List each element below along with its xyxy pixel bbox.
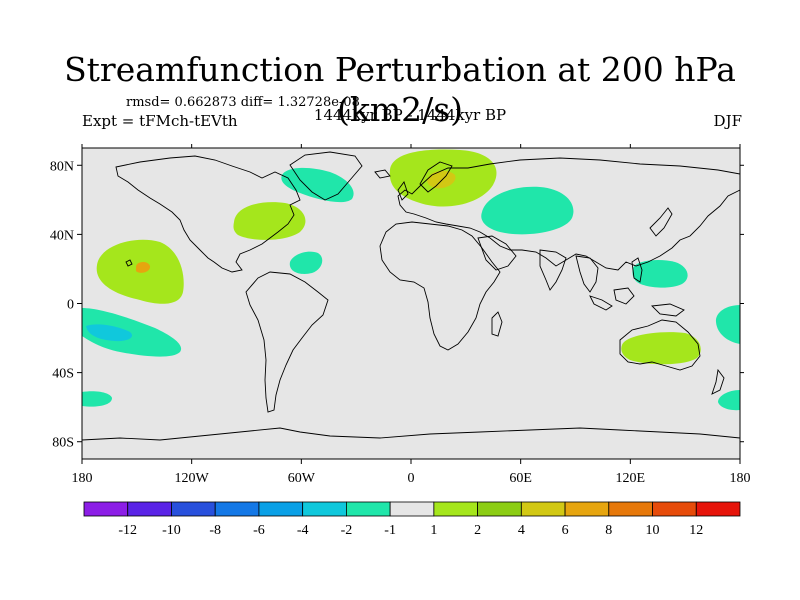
colorbar-swatch [520, 501, 566, 517]
anomaly-caribbean [289, 251, 323, 274]
coast-africa [379, 221, 501, 351]
lon-tick-label: 180 [730, 471, 751, 486]
colorbar-swatch [345, 501, 391, 517]
colorbar-swatch [171, 501, 216, 517]
lon-tick-label: 60W [288, 471, 316, 486]
coast-india [539, 249, 567, 291]
lat-tick-label: 80S [52, 436, 74, 451]
anomaly-southern-ocean-east [718, 390, 740, 411]
colorbar-label: 2 [474, 523, 481, 538]
coast-philippines [631, 257, 643, 283]
anomaly-southern-ocean-west [82, 391, 112, 407]
coast-iceland [374, 169, 391, 179]
coast-british-isles [397, 181, 409, 201]
colorbar-label: 1 [430, 523, 437, 538]
lon-tick-label: 120E [616, 471, 646, 486]
season-label: DJF [713, 112, 742, 130]
lon-tick-label: 60E [509, 471, 532, 486]
coast-greenland [289, 151, 363, 201]
coast-scandinavia [419, 161, 453, 193]
colorbar-label: 10 [646, 523, 660, 538]
anomaly-south-pacific [82, 308, 182, 357]
coast-eurasia [397, 157, 740, 271]
colorbar-swatch [214, 501, 260, 517]
colorbar-swatch [127, 501, 172, 517]
lon-tick-label: 0 [408, 471, 415, 486]
coast-arabia [477, 235, 517, 271]
lat-tick-label: 80N [50, 159, 74, 174]
lon-tick-label: 180 [72, 471, 93, 486]
anomaly-peak-south-pacific [86, 324, 133, 342]
anomaly-australia [621, 332, 701, 365]
coast-australia [619, 319, 701, 371]
colorbar-label: -4 [297, 523, 309, 538]
colorbar-swatch [695, 501, 741, 517]
colorbar: -12 -10 -8 -6 -4 -2 -1 1 2 4 6 8 10 12 [83, 501, 741, 538]
colorbar-swatch [302, 501, 347, 517]
coast-madagascar [491, 311, 503, 337]
colorbar-swatch [83, 501, 129, 517]
lat-tick-label: 40S [52, 367, 74, 382]
coast-south-america [245, 271, 329, 413]
colorbar-swatch [389, 501, 435, 517]
period-subtitle: 1444kyr BP - 1444kyr BP [313, 106, 507, 124]
coast-indochina [575, 255, 599, 293]
colorbar-label: 12 [689, 523, 703, 538]
colorbar-label: -8 [209, 523, 221, 538]
coastlines [82, 151, 740, 441]
coast-hawaii [125, 259, 133, 267]
anomaly-eastern-north-america [233, 202, 306, 240]
anomaly-peak-north-pacific [136, 261, 151, 273]
anomaly-dateline-south [715, 305, 740, 344]
colorbar-label: -6 [253, 523, 265, 538]
anomaly-peak-scandinavia [427, 170, 456, 189]
plot-title: Streamfunction Perturbation at 200 hPa (… [64, 50, 736, 129]
rmsd-stats: rmsd= 0.662873 diff= 1.32728e-08 [126, 95, 360, 110]
colorbar-label: 8 [605, 523, 612, 538]
lat-tick-label: 0 [67, 298, 74, 313]
colorbar-swatch [258, 501, 304, 517]
colorbar-swatch [477, 501, 522, 517]
coast-japan [649, 207, 673, 237]
longitude-ticks: 180 120W 60W 0 60E 120E 180 [72, 144, 751, 486]
colorbar-swatch [608, 501, 653, 517]
coast-new-zealand [711, 368, 725, 395]
map-background [82, 148, 740, 459]
coast-north-america [115, 155, 301, 273]
colorbar-label: -2 [341, 523, 353, 538]
colorbar-swatch [433, 501, 479, 517]
latitude-ticks: 80N 40N 0 40S 80S [50, 159, 744, 451]
coast-antarctica [82, 427, 740, 441]
colorbar-label: -10 [162, 523, 181, 538]
colorbar-label: 6 [562, 523, 569, 538]
coast-sumatra-borneo [589, 287, 635, 311]
lat-tick-label: 40N [50, 228, 74, 243]
colorbar-label: 4 [518, 523, 525, 538]
colorbar-label: -1 [384, 523, 396, 538]
anomaly-labrador [281, 167, 354, 203]
anomaly-philippines [632, 260, 688, 288]
colorbar-swatch [564, 501, 610, 517]
colorbar-label: -12 [118, 523, 137, 538]
anomaly-layer [82, 149, 740, 411]
coast-new-guinea [651, 303, 685, 317]
anomaly-central-asia [481, 186, 574, 235]
colorbar-swatch [652, 501, 697, 517]
experiment-label: Expt = tFMch-tEVth [82, 112, 238, 130]
lon-tick-label: 120W [175, 471, 210, 486]
